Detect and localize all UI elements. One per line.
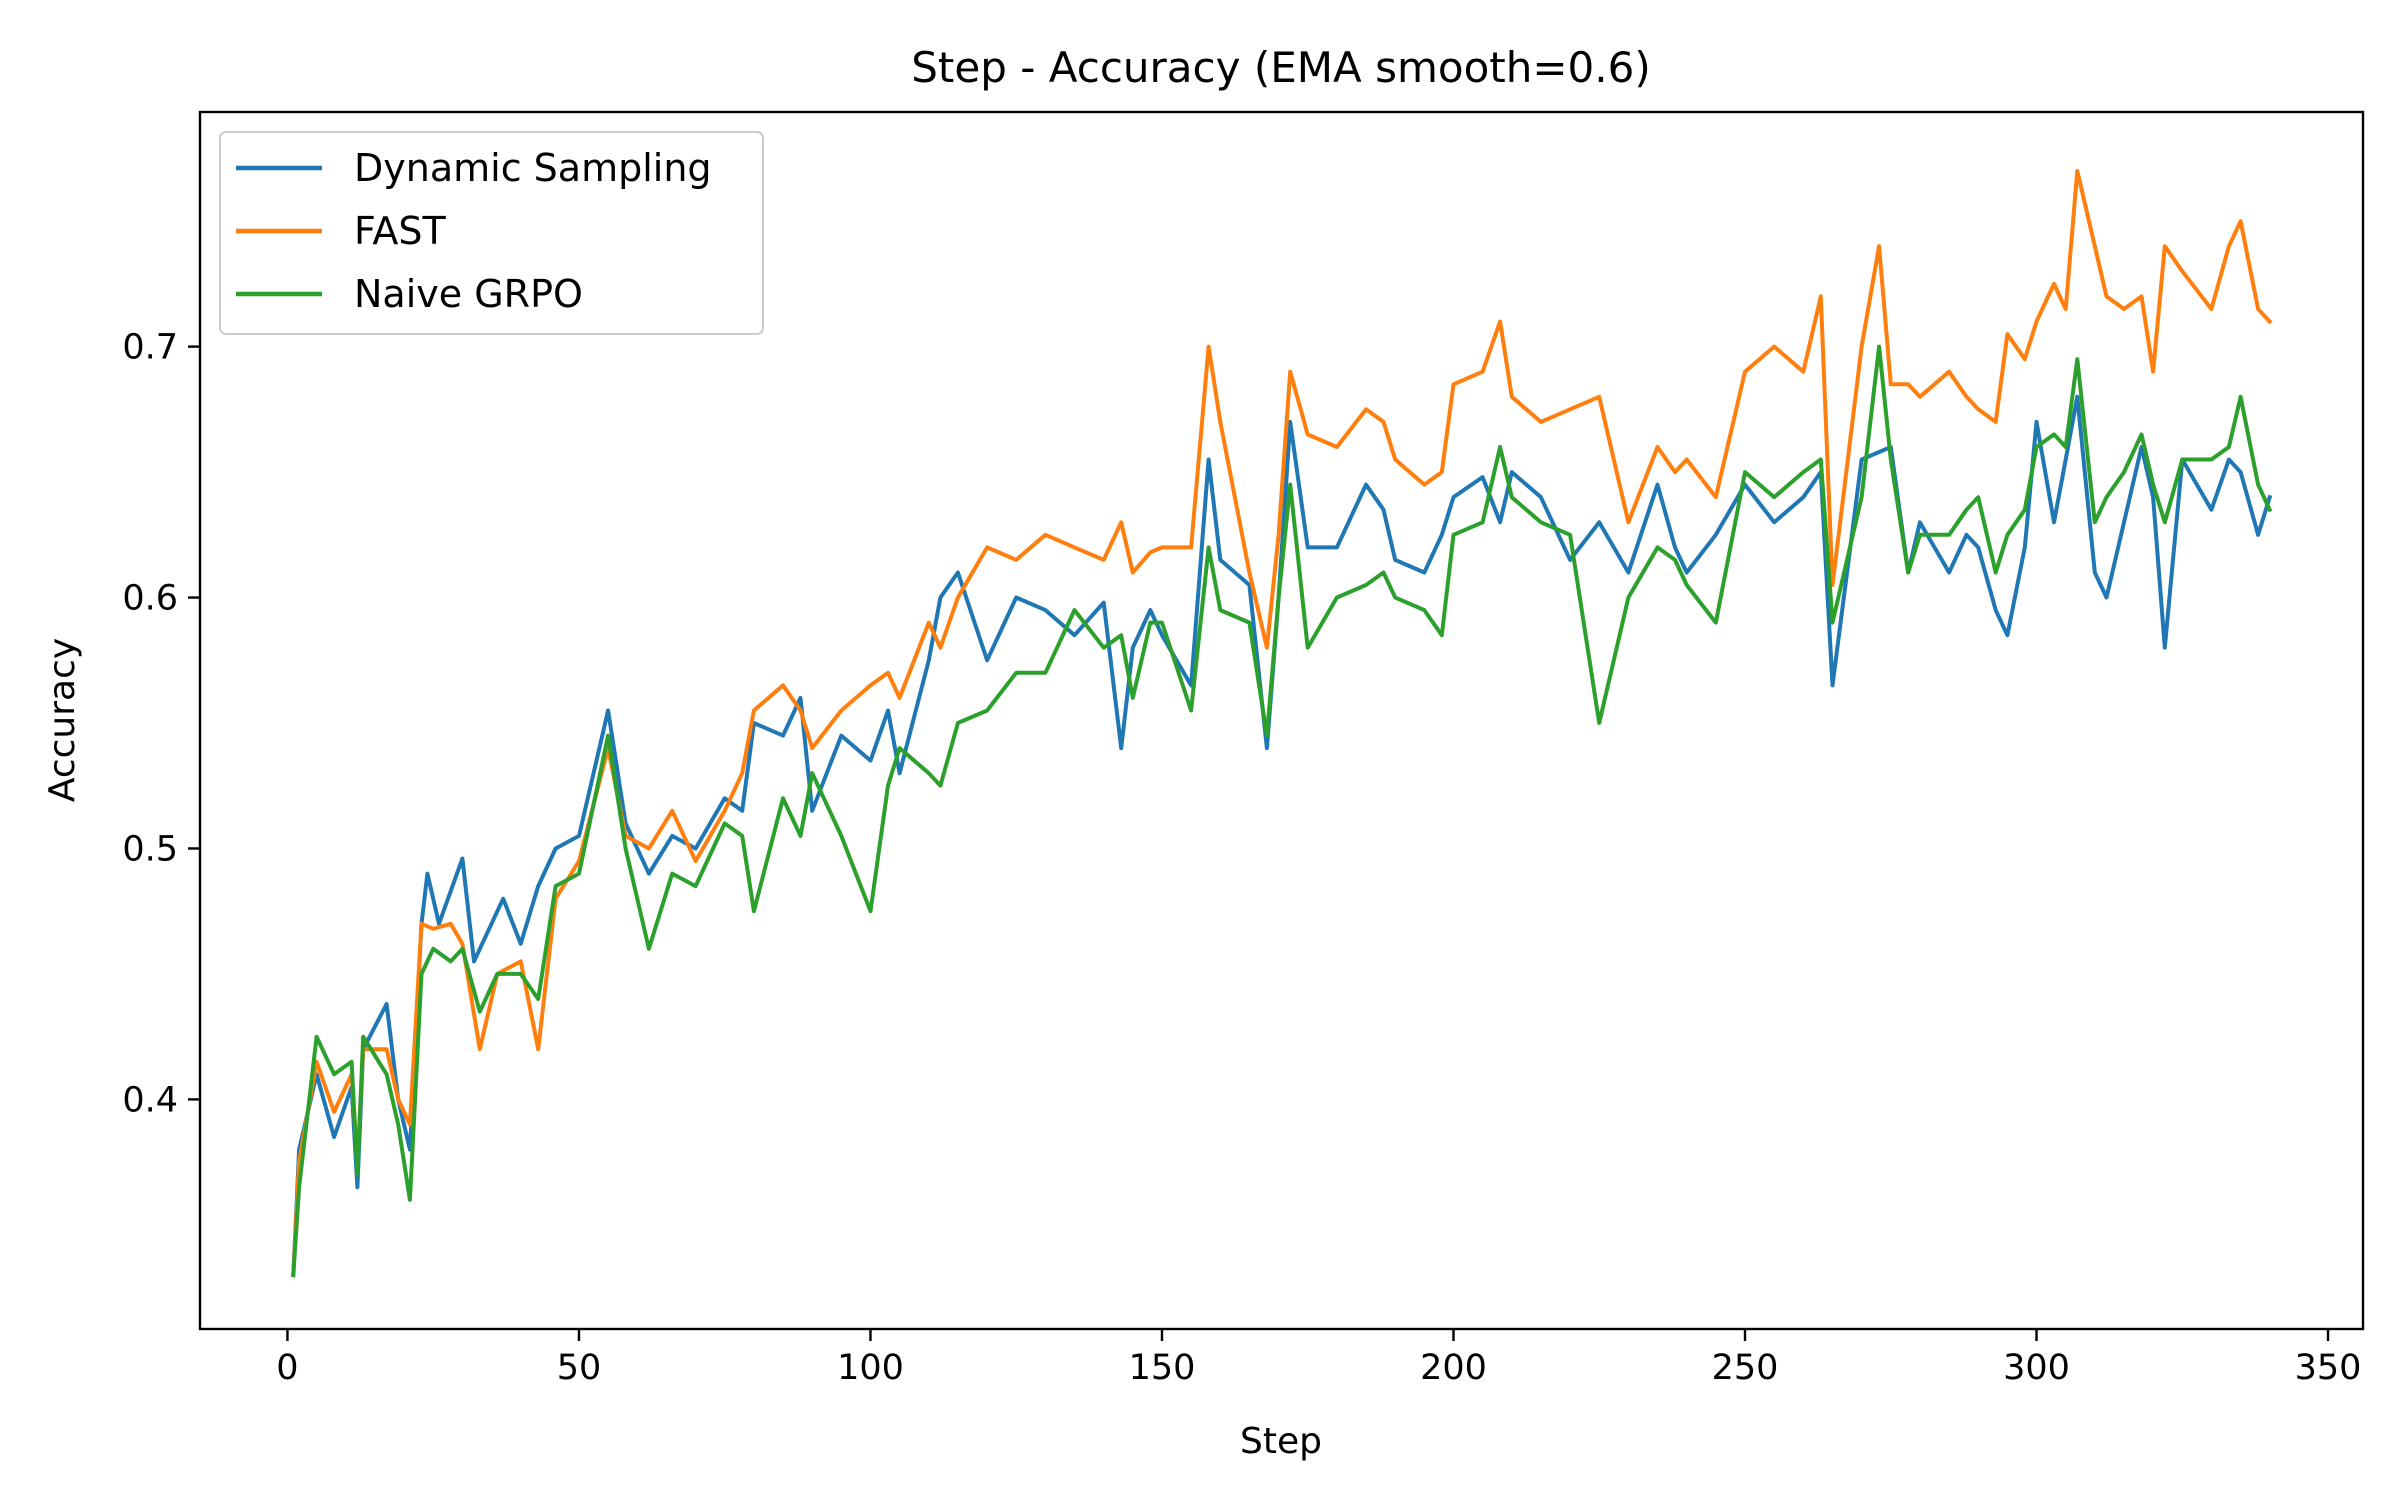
series-line-2: [291, 344, 2273, 1278]
plot-frame: [198, 110, 2365, 1331]
series-line-0: [291, 394, 2273, 1278]
y-tick-label: 0.4: [122, 1080, 178, 1120]
series-line-1: [291, 169, 2273, 1278]
x-tick-label: 0: [276, 1348, 298, 1388]
x-tick-label: 250: [1712, 1348, 1779, 1388]
x-tick-label: 50: [557, 1348, 602, 1388]
x-axis: 0 50 100 150 200 250 300 350: [276, 1329, 2361, 1388]
y-tick-label: 0.6: [122, 579, 178, 619]
legend-label-0: Dynamic Sampling: [354, 146, 712, 190]
x-axis-label: Step: [1240, 1421, 1322, 1462]
x-tick-label: 100: [837, 1348, 904, 1388]
legend-frame: [219, 131, 764, 335]
legend-label-2: Naive GRPO: [354, 272, 583, 316]
x-tick-label: 200: [1420, 1348, 1487, 1388]
y-tick-label: 0.7: [122, 328, 178, 368]
series-layer: [291, 169, 2273, 1278]
y-axis: 0.4 0.5 0.6 0.7: [122, 328, 200, 1120]
chart-title: Step - Accuracy (EMA smooth=0.6): [911, 43, 1650, 92]
x-tick-label: 300: [2003, 1348, 2070, 1388]
x-tick-label: 350: [2295, 1348, 2362, 1388]
legend: Dynamic Sampling FAST Naive GRPO: [219, 131, 764, 335]
x-tick-label: 150: [1129, 1348, 1196, 1388]
y-axis-label: Accuracy: [42, 638, 83, 802]
y-tick-label: 0.5: [122, 829, 178, 869]
legend-label-1: FAST: [354, 209, 446, 253]
